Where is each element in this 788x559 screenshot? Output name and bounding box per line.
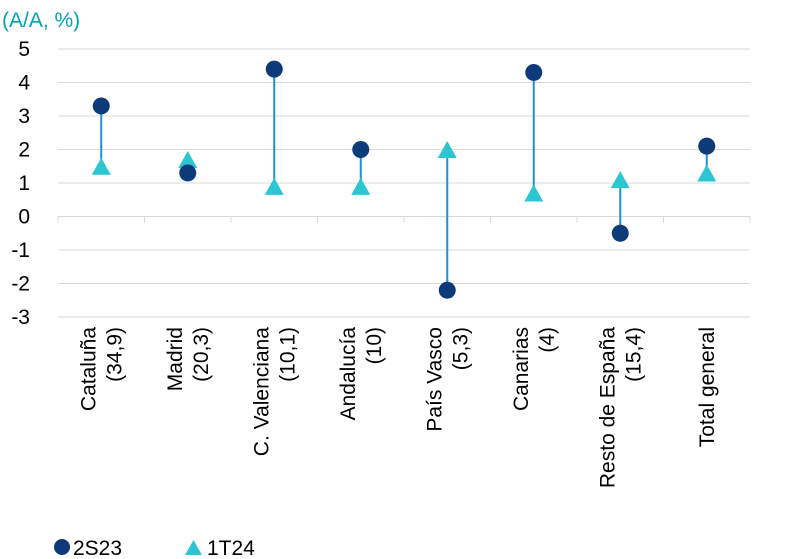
category-name: Andalucía	[337, 327, 360, 421]
category-name: País Vasco	[423, 327, 446, 432]
marker-2s23	[179, 164, 197, 182]
marker-1t24	[91, 157, 111, 175]
marker-2s23	[438, 281, 456, 299]
y-tick-label: -3	[11, 306, 30, 329]
y-axis: 5 4 3 2 1 0 -1 -2 -3	[11, 38, 30, 329]
legend-label-1t24: 1T24	[207, 537, 255, 559]
legend-triangle-icon	[185, 540, 202, 555]
marker-2s23	[92, 97, 110, 115]
x-axis: Cataluña (34,9) Madrid (20,3) C. Valenciana(…	[57, 216, 751, 488]
y-tick-label: -1	[11, 239, 30, 262]
y-tick-label: 4	[18, 72, 30, 95]
gridlines	[58, 48, 750, 318]
y-tick-label: 0	[18, 206, 30, 229]
legend-circle-icon	[54, 539, 70, 555]
legend-label-2s23: 2S23	[73, 537, 122, 559]
category-name: Resto de España	[596, 327, 619, 488]
y-tick-label: 5	[18, 38, 30, 61]
category-label: Andalucía (10)	[337, 327, 386, 421]
marker-2s23	[352, 141, 370, 158]
category-name: Canarias	[510, 327, 533, 411]
category-name: Total general	[696, 327, 719, 447]
marker-2s23	[265, 60, 283, 78]
marker-1t24	[178, 151, 198, 169]
category-name: C. Valenciana	[250, 327, 273, 457]
category-label: Total general	[696, 327, 719, 447]
marker-2s23	[611, 224, 629, 242]
category-name: Madrid	[164, 327, 187, 391]
unit-label: (A/A, %)	[2, 9, 80, 32]
y-tick-label: 1	[18, 172, 30, 195]
category-weight: (5,3)	[449, 327, 472, 370]
category-label: Madrid (20,3)	[164, 327, 213, 391]
category-name: Cataluña	[77, 327, 100, 411]
y-tick-label: 2	[18, 139, 30, 162]
y-tick-label: -2	[11, 273, 30, 296]
category-weight: (10)	[363, 327, 386, 364]
category-weight: (15,4)	[622, 327, 645, 382]
marker-2s23	[525, 63, 543, 81]
markers	[91, 60, 717, 299]
marker-1t24	[610, 171, 630, 189]
category-label: Resto de España (15,4)	[596, 327, 645, 488]
marker-1t24	[697, 164, 717, 182]
marker-1t24	[351, 177, 371, 195]
marker-1t24	[524, 184, 544, 202]
category-label: C. Valenciana (10,1)	[250, 327, 299, 457]
marker-2s23	[698, 137, 716, 155]
legend: 2S23 1T24	[54, 537, 255, 559]
y-tick-label: 3	[18, 105, 30, 128]
category-weight: (34,9)	[103, 327, 126, 382]
category-label: País Vasco (5,3)	[423, 327, 472, 432]
category-weight: (10,1)	[276, 327, 299, 382]
category-weight: (4)	[536, 327, 559, 353]
category-label: Canarias (4)	[510, 327, 559, 411]
marker-1t24	[437, 141, 457, 158]
category-weight: (20,3)	[190, 327, 213, 382]
category-label: Cataluña (34,9)	[77, 327, 126, 411]
marker-1t24	[264, 177, 284, 195]
